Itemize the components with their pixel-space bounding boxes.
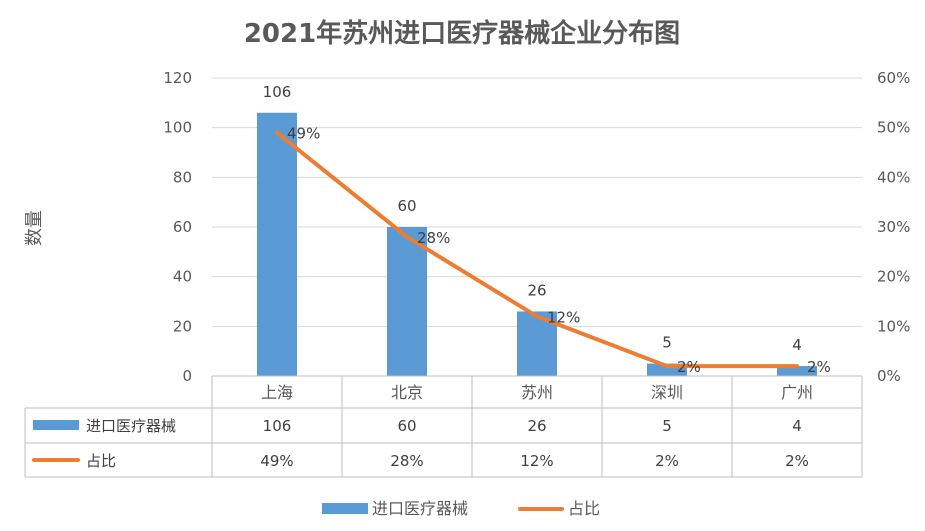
y2-tick-label: 10% [877, 317, 910, 335]
y-tick-label: 0 [182, 367, 192, 385]
table-legend-key-bar [33, 420, 79, 430]
left-axis-ticks: 0 20 40 60 80 100 120 [163, 69, 192, 385]
table-cell: 12% [520, 452, 553, 470]
line-value-label: 49% [287, 125, 320, 143]
bar-value-label: 5 [662, 334, 672, 352]
table-cell: 28% [390, 452, 423, 470]
bar-value-label: 60 [397, 197, 416, 215]
y-tick-label: 80 [173, 168, 192, 186]
bar [777, 366, 817, 376]
legend-label: 进口医疗器械 [372, 499, 468, 518]
table-cell: 5 [662, 417, 672, 435]
x-tick-label: 苏州 [521, 383, 553, 402]
y-tick-label: 60 [173, 218, 192, 236]
table-cell: 49% [260, 452, 293, 470]
y2-tick-label: 60% [877, 69, 910, 87]
y2-tick-label: 40% [877, 168, 910, 186]
x-tick-label: 广州 [781, 383, 813, 402]
x-tick-label: 北京 [391, 383, 423, 402]
table-cell: 2% [785, 452, 809, 470]
legend-key-bar [322, 503, 368, 514]
y2-tick-label: 0% [877, 367, 901, 385]
y2-tick-label: 30% [877, 218, 910, 236]
table-cell: 2% [655, 452, 679, 470]
line-point [665, 364, 669, 368]
table-cell: 60 [397, 417, 416, 435]
legend: 进口医疗器械 占比 [322, 499, 600, 518]
y2-tick-label: 20% [877, 268, 910, 286]
line-value-label: 2% [807, 358, 831, 376]
y-tick-label: 100 [163, 119, 192, 137]
table-row-label: 占比 [86, 452, 116, 470]
table-cell: 106 [263, 417, 292, 435]
bar-series [257, 112, 817, 377]
y-tick-label: 40 [173, 268, 192, 286]
right-axis-ticks: 0% 10% 20% 30% 40% 50% 60% [877, 69, 910, 385]
table-row-label: 进口医疗器械 [86, 417, 176, 435]
line-point [275, 131, 279, 135]
table-cell: 26 [527, 417, 546, 435]
line-point [405, 235, 409, 239]
line-series [275, 130, 799, 369]
chart-title: 2021年苏州进口医疗器械企业分布图 [244, 18, 680, 49]
line-value-label: 2% [677, 358, 701, 376]
bar [387, 227, 427, 376]
y2-tick-label: 50% [877, 119, 910, 137]
bar [257, 112, 297, 377]
legend-label: 占比 [568, 499, 600, 518]
table-cell: 4 [792, 417, 802, 435]
gridlines [212, 77, 862, 327]
bar-value-label: 4 [792, 336, 802, 354]
bar-value-label: 26 [527, 281, 546, 299]
line-point [795, 364, 799, 368]
y-tick-label: 120 [163, 69, 192, 87]
line-value-label: 28% [417, 229, 450, 247]
bar-value-label: 106 [263, 83, 292, 101]
line-point [535, 314, 539, 318]
x-tick-label: 深圳 [651, 383, 683, 402]
y-tick-label: 20 [173, 317, 192, 335]
line-value-label: 12% [547, 308, 580, 326]
x-tick-label: 上海 [261, 383, 293, 402]
data-labels: 106 60 26 5 4 49% 28% 12% 2% 2% [263, 83, 831, 376]
y-axis-label: 数量 [24, 210, 45, 246]
